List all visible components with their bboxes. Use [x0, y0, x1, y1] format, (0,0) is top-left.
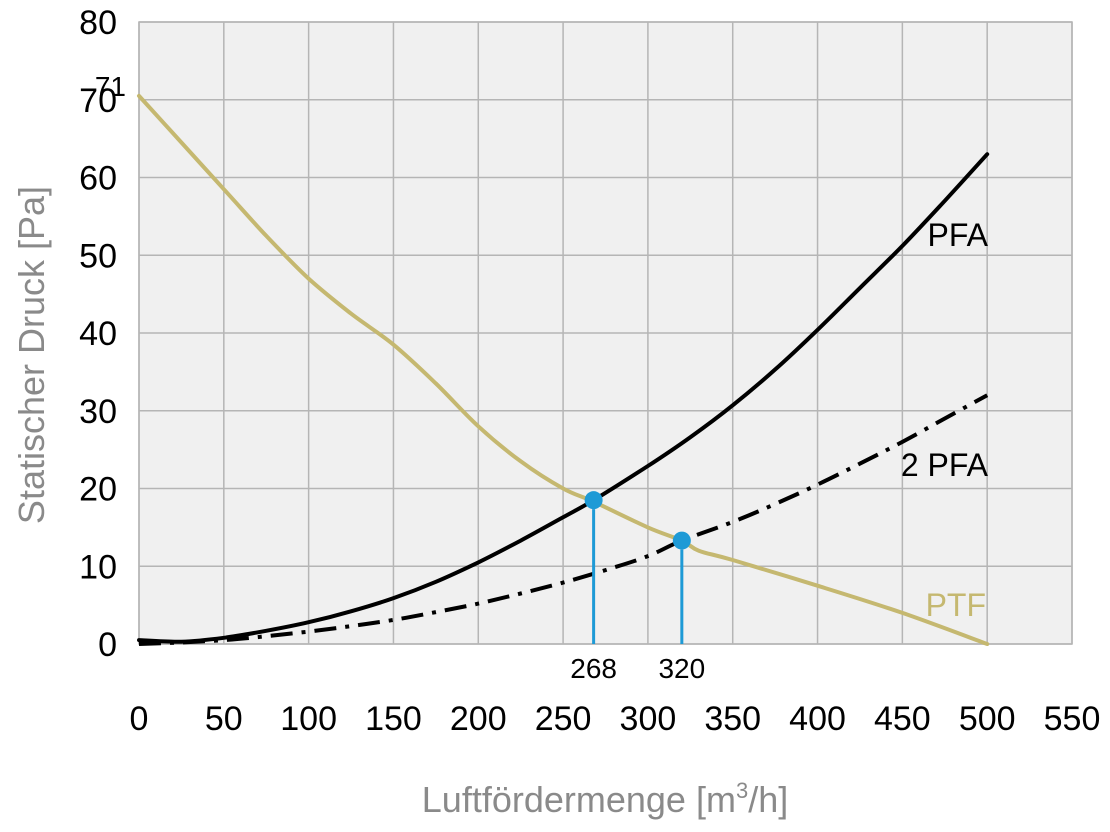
y-tick-label: 60 [79, 160, 117, 198]
series-line-ptf [137, 93, 990, 646]
series-line-pfa [137, 152, 990, 644]
y-tick-label: 30 [79, 393, 117, 431]
x-tick-label: 250 [535, 700, 592, 738]
y-axis-title: Statischer Druck [Pa] [11, 186, 52, 524]
x-axis-title-unit: /h] [748, 779, 788, 820]
x-tick-label: 350 [704, 700, 761, 738]
x-tick-label: 100 [280, 700, 337, 738]
x-tick-label: 300 [620, 700, 677, 738]
x-tick-label: 150 [365, 700, 422, 738]
marker-layer: 268 320 [570, 491, 705, 684]
x-tick-label: 550 [1044, 700, 1101, 738]
marker-label: 268 [570, 653, 617, 684]
x-axis-title-superscript: 3 [736, 778, 748, 803]
x-tick-label: 450 [874, 700, 931, 738]
x-tick-label: 50 [205, 700, 243, 738]
x-tick-label: 400 [789, 700, 846, 738]
y-tick-label: 40 [79, 315, 117, 353]
y-tick-label: 20 [79, 471, 117, 509]
series-label-ptf: PTF [926, 587, 986, 623]
y-tick-label: 50 [79, 237, 117, 275]
tick-labels: 0 50 100 150 200 250 300 350 400 450 500 550 0 10 20 30… [79, 4, 1100, 738]
series-line-2-pfa [138, 393, 989, 646]
y-tick-label: 10 [79, 548, 117, 586]
intersection-point [584, 491, 603, 510]
series-layer [137, 93, 990, 646]
y-tick-label: 80 [79, 4, 117, 42]
y-extra-tick-label: 71 [95, 71, 126, 102]
y-tick-label: 70 [79, 82, 117, 120]
x-tick-label: 500 [959, 700, 1016, 738]
x-tick-label: 200 [450, 700, 507, 738]
series-label-2-pfa: 2 PFA [901, 447, 989, 483]
x-tick-label: 0 [130, 700, 149, 738]
x-axis-title-main: Luftfördermenge [m [422, 779, 736, 820]
marker-label: 320 [658, 653, 705, 684]
x-axis-title: Luftfördermenge [m3/h] [422, 778, 788, 820]
grid [138, 21, 1073, 645]
y-tick-label: 0 [98, 626, 117, 664]
series-labels: PTF PFA 2 PFA [901, 217, 989, 623]
intersection-point [672, 531, 691, 550]
series-label-pfa: PFA [928, 217, 989, 253]
